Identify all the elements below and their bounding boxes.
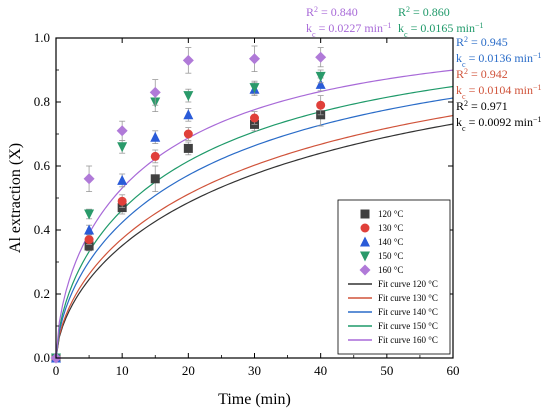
legend-marker: [360, 251, 370, 262]
x-axis-title: Time (min): [218, 391, 291, 408]
r2-text: R2 = 0.945: [456, 35, 508, 50]
y-tick-label: 0.0: [34, 350, 50, 365]
data-point: [117, 142, 128, 153]
r2-text: R2 = 0.860: [398, 5, 450, 20]
legend-fit-label: Fit curve 140 °C: [378, 307, 438, 317]
series-5: [50, 45, 327, 364]
y-tick-label: 1.0: [34, 30, 50, 45]
legend: 120 °C 130 °C 140 °C 150 °C 160 °C Fit curve …: [337, 199, 451, 355]
y-tick-label: 0.4: [34, 222, 51, 237]
data-point: [315, 71, 326, 82]
data-point: [315, 51, 327, 63]
data-point: [84, 209, 95, 220]
x-tick-label: 60: [447, 363, 460, 378]
x-tick-label: 0: [53, 363, 60, 378]
data-point: [117, 174, 128, 185]
legend-marker: [360, 223, 370, 233]
data-point: [182, 54, 194, 66]
legend-fit-label: Fit curve 130 °C: [378, 293, 438, 303]
data-point: [116, 125, 128, 137]
r2-text: R2 = 0.840: [306, 5, 358, 20]
fit-curve-1: [56, 123, 453, 358]
data-point: [117, 196, 127, 206]
data-point: [150, 151, 160, 161]
data-point: [315, 78, 326, 89]
data-point: [316, 100, 326, 110]
legend-label: 150 °C: [378, 251, 403, 261]
kc-text: kc = 0.0136 min−1: [456, 51, 542, 69]
legend-marker: [360, 209, 370, 219]
x-tick-label: 50: [380, 363, 393, 378]
legend-fit-label: Fit curve 150 °C: [378, 321, 438, 331]
data-point: [149, 86, 161, 98]
data-point: [183, 129, 193, 139]
legend-marker: [359, 264, 371, 276]
series-3: [51, 77, 326, 363]
y-tick-label: 0.8: [34, 94, 50, 109]
data-point: [183, 143, 193, 153]
axes-layer: 0 10 20 30 40 50 60 0.0 0.2 0.4 0.6 0.8 1.0 Time (min…: [7, 30, 460, 408]
x-tick-label: 30: [248, 363, 261, 378]
data-point: [150, 174, 160, 184]
data-point: [84, 241, 94, 251]
legend-fit-label: Fit curve 160 °C: [378, 335, 438, 345]
data-point: [249, 83, 260, 94]
r2-text: R2 = 0.942: [456, 67, 508, 82]
x-tick-label: 40: [314, 363, 327, 378]
data-point: [84, 235, 94, 245]
fit-curve-3: [56, 97, 453, 358]
kc-text: kc = 0.0092 min−1: [456, 115, 542, 133]
legend-label: 140 °C: [378, 237, 403, 247]
legend-label: 160 °C: [378, 265, 403, 275]
y-tick-label: 0.6: [34, 158, 51, 173]
legend-box: [337, 199, 451, 355]
data-point: [183, 109, 194, 120]
data-point: [183, 91, 194, 102]
y-tick-label: 0.2: [34, 286, 50, 301]
fit-curve-5: [56, 69, 453, 358]
x-tick-label: 20: [182, 363, 195, 378]
legend-label: 130 °C: [378, 223, 403, 233]
data-point: [150, 131, 161, 142]
legend-label: 120 °C: [378, 209, 403, 219]
data-point: [83, 173, 95, 185]
y-axis-title: Al extraction (X): [7, 143, 24, 253]
legend-marker: [360, 236, 370, 247]
data-point: [84, 224, 95, 235]
kc-text: kc = 0.0227 min−1: [306, 21, 392, 39]
data-point: [249, 53, 260, 65]
legend-fit-label: Fit curve 120 °C: [378, 279, 438, 289]
kc-text: kc = 0.0104 min−1: [456, 83, 542, 101]
data-point: [250, 113, 259, 123]
x-tick-label: 10: [116, 363, 129, 378]
r2-text: R2 = 0.971: [456, 99, 508, 114]
kc-text: kc = 0.0165 min−1: [398, 21, 484, 39]
fit-curve-2: [56, 114, 453, 358]
